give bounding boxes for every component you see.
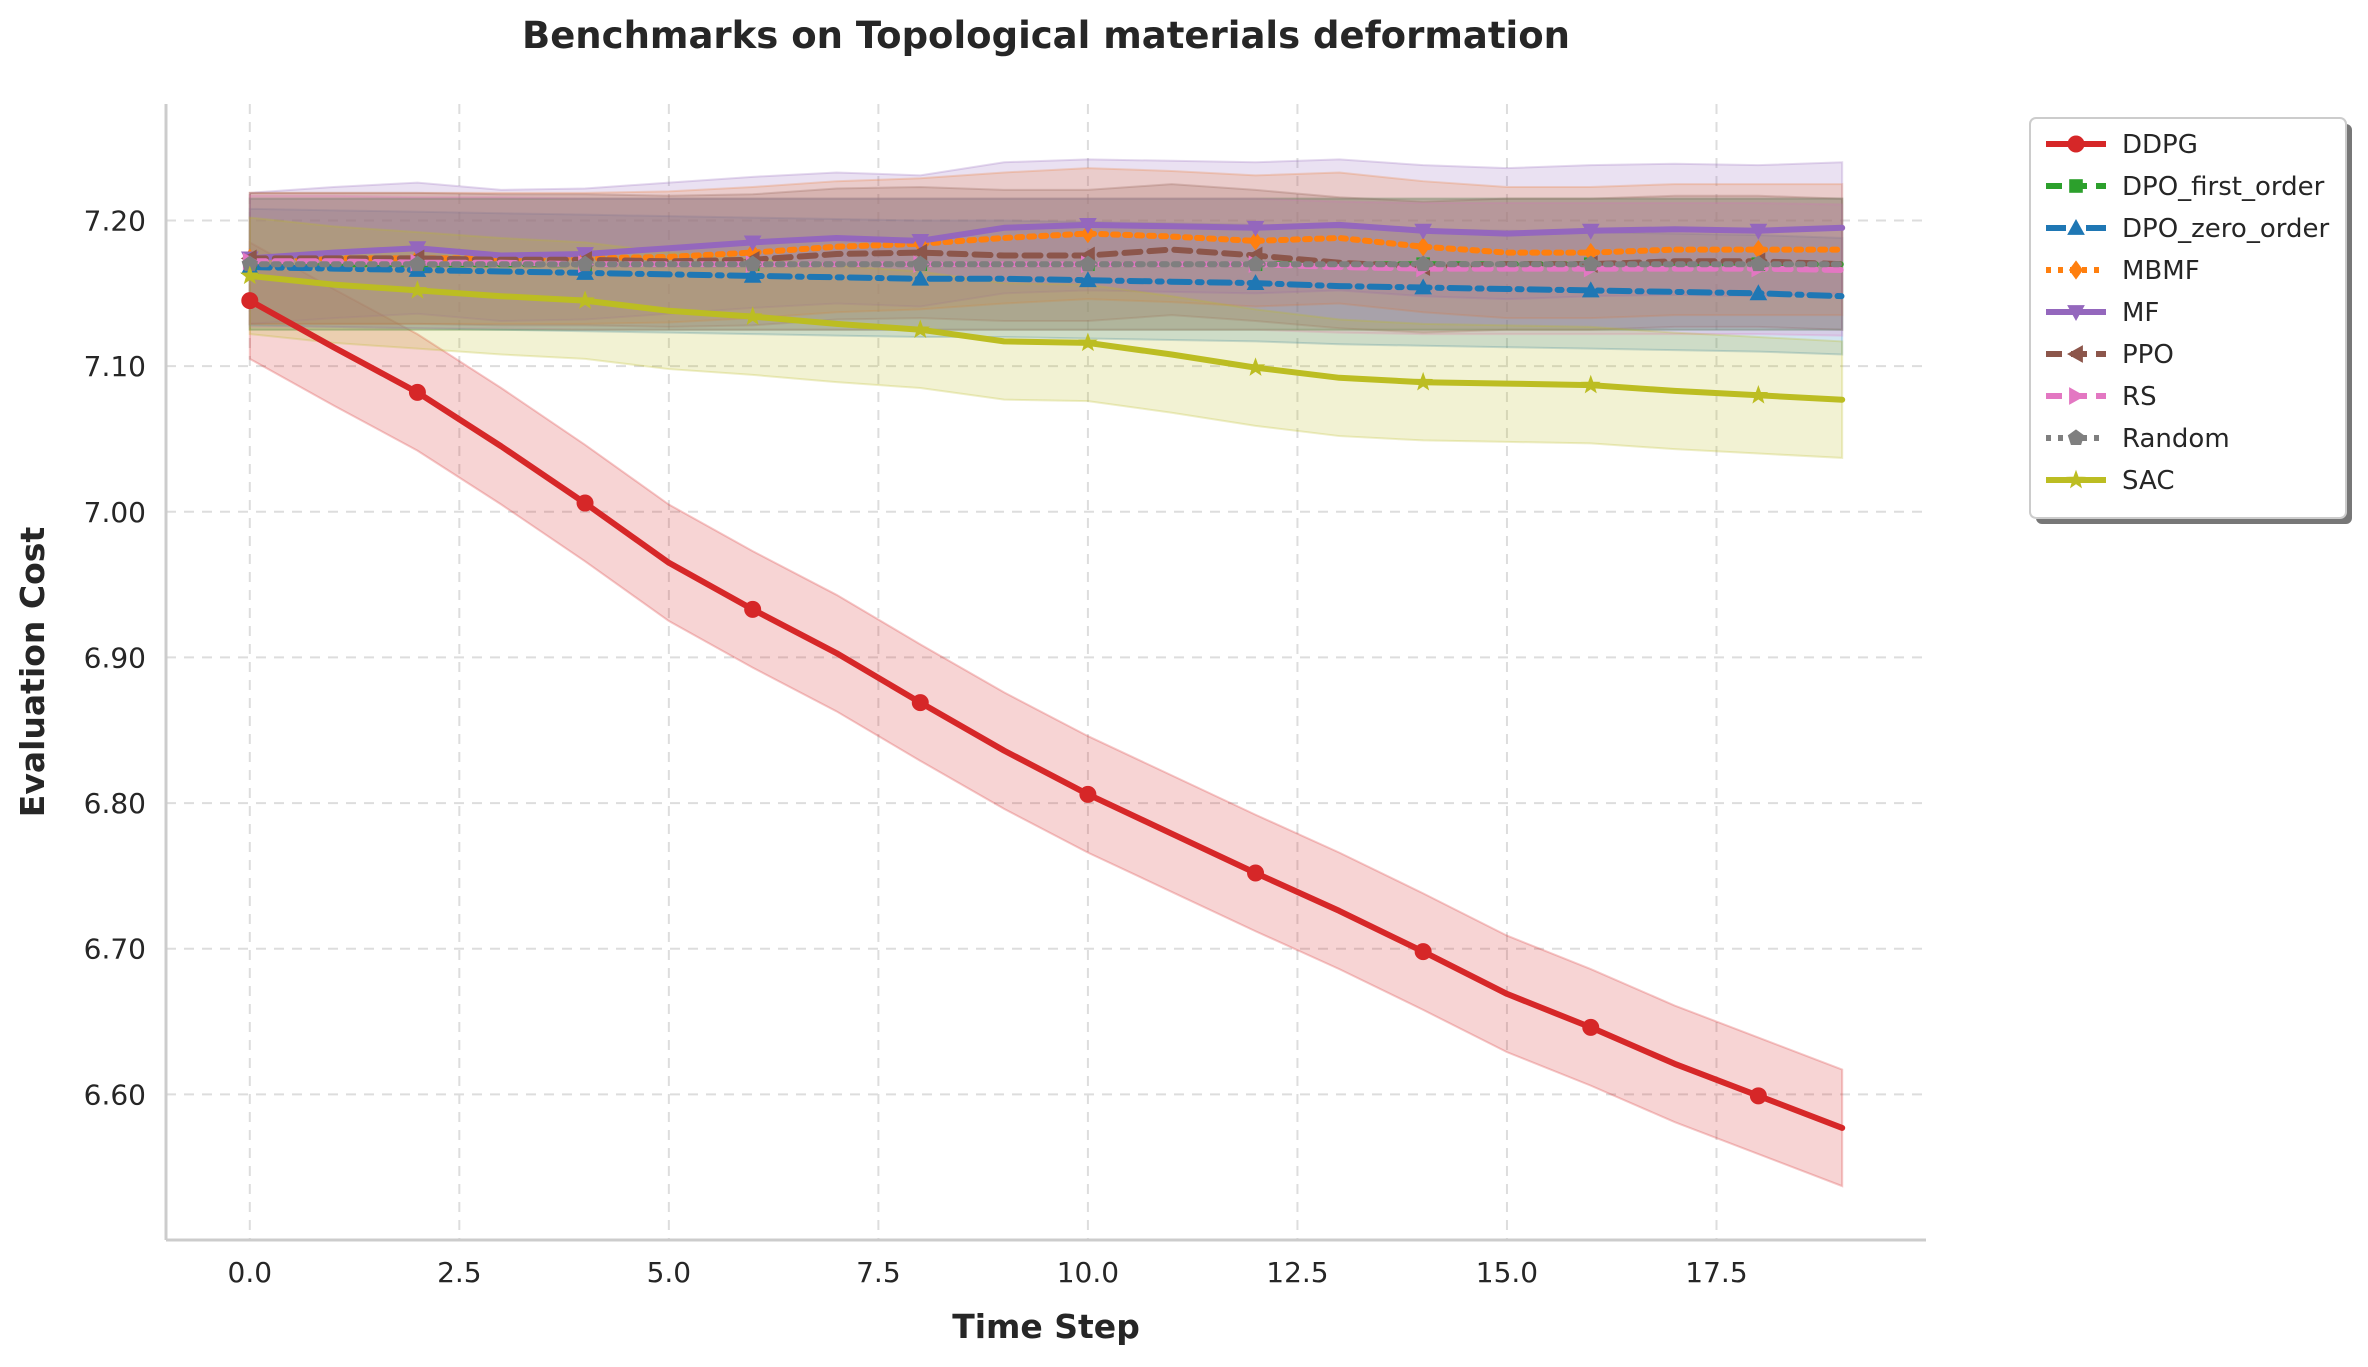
- legend-marker-mbmf: [2068, 260, 2084, 280]
- series-line-mf: [246, 221, 1846, 262]
- data-point-mf: [408, 241, 427, 258]
- data-point-ddpg: [1749, 1087, 1767, 1105]
- legend: DDPG DPO_first_order DPO_zero_order MBMF MF P…: [2029, 117, 2352, 524]
- legend-label-dpo-zero-order: DPO_zero_order: [2122, 214, 2329, 244]
- data-point-ddpg: [408, 383, 426, 401]
- legend-label-mf: MF: [2122, 298, 2159, 328]
- y-tick-label: 6.70: [84, 933, 146, 966]
- data-point-ddpg: [1582, 1018, 1600, 1036]
- chart-title: Benchmarks on Topological materials defo…: [522, 14, 1570, 57]
- data-point-ddpg: [1079, 785, 1097, 803]
- data-point-mf: [1414, 223, 1432, 240]
- data-point-ddpg: [911, 694, 929, 712]
- data-point-mf: [1079, 217, 1097, 234]
- legend-label-mbmf: MBMF: [2122, 256, 2200, 286]
- data-point-mf: [743, 235, 762, 252]
- data-point-mf: [911, 234, 930, 250]
- data-point-mbmf: [1416, 237, 1431, 257]
- legend-marker-rs: [2069, 387, 2086, 405]
- data-point-dpo-zero-order: [911, 269, 930, 286]
- series-line-dpo-zero-order: [246, 264, 1846, 300]
- axes: 0.0 2.5 5.0 7.5 10.0 12.5 15.0 17.5 6.60 6.70 6.80…: [84, 104, 1926, 1289]
- series-markers: [240, 217, 1769, 1105]
- data-point-dpo-zero-order: [576, 263, 594, 280]
- data-point-dpo-zero-order: [743, 266, 762, 283]
- data-point-mf: [1749, 223, 1768, 240]
- y-tick-label: 7.00: [84, 496, 146, 529]
- data-point-sac: [575, 290, 595, 309]
- data-point-sac: [742, 306, 763, 325]
- data-point-sac: [240, 265, 260, 285]
- data-point-dpo-zero-order: [1246, 274, 1265, 291]
- x-tick-label: 2.5: [437, 1256, 482, 1289]
- band-ddpg: [248, 240, 1844, 1188]
- y-tick-label: 7.10: [84, 350, 146, 383]
- x-tick-label: 17.5: [1685, 1256, 1747, 1289]
- data-point-random: [1079, 255, 1097, 272]
- legend-label-random: Random: [2122, 424, 2230, 454]
- data-point-random: [1750, 255, 1767, 272]
- x-tick-label: 7.5: [856, 1256, 901, 1289]
- data-point-ddpg: [241, 292, 259, 310]
- y-tick-label: 6.80: [84, 787, 146, 820]
- data-point-random: [1414, 255, 1432, 272]
- data-point-random: [744, 255, 761, 272]
- data-point-random: [912, 255, 929, 272]
- data-point-sac: [1413, 371, 1433, 391]
- data-point-ddpg: [1414, 943, 1432, 961]
- data-point-random: [576, 255, 594, 272]
- data-point-random: [409, 255, 426, 272]
- data-point-sac: [1078, 332, 1098, 352]
- x-tick-label: 5.0: [647, 1256, 692, 1289]
- data-point-random: [1247, 255, 1264, 272]
- legend-marker-ppo: [2066, 345, 2083, 363]
- data-point-sac: [910, 319, 931, 339]
- legend-marker-sac: [2066, 469, 2086, 489]
- data-point-ddpg: [576, 494, 594, 512]
- x-tick-label: 15.0: [1476, 1256, 1538, 1289]
- data-point-dpo-zero-order: [1749, 284, 1768, 301]
- legend-label-ddpg: DDPG: [2122, 130, 2198, 160]
- y-tick-label: 6.90: [84, 641, 146, 674]
- series-line-ddpg: [246, 297, 1846, 1131]
- data-point-mf: [1581, 223, 1600, 240]
- band-mbmf: [248, 167, 1844, 325]
- data-point-mbmf: [1248, 231, 1263, 251]
- data-point-sac: [1245, 357, 1266, 376]
- legend-marker-dpo-first-order: [2069, 179, 2083, 193]
- x-axis-title: Time Step: [952, 1307, 1140, 1346]
- data-point-mf: [1246, 220, 1265, 237]
- legend-marker-mf: [2067, 305, 2085, 322]
- y-tick-label: 6.60: [84, 1078, 146, 1111]
- x-tick-label: 0.0: [228, 1256, 273, 1289]
- x-tick-label: 12.5: [1266, 1256, 1328, 1289]
- y-axis-title: Evaluation Cost: [13, 527, 52, 818]
- legend-marker-random: [2067, 429, 2085, 445]
- legend-label-rs: RS: [2122, 382, 2157, 412]
- x-tick-label: 10.0: [1057, 1256, 1119, 1289]
- data-point-dpo-zero-order: [1414, 278, 1432, 295]
- y-tick-label: 7.20: [84, 205, 146, 238]
- grid-layer: [166, 104, 1926, 1240]
- legend-box: [2029, 117, 2347, 519]
- data-point-dpo-zero-order: [1079, 271, 1097, 288]
- legend-label-sac: SAC: [2122, 466, 2174, 496]
- data-point-dpo-zero-order: [1581, 281, 1600, 298]
- data-point-sac: [407, 280, 428, 299]
- data-point-random: [1582, 255, 1599, 272]
- data-point-sac: [1580, 374, 1601, 394]
- data-point-sac: [1748, 385, 1769, 404]
- legend-marker-dpo-zero-order: [2067, 218, 2085, 235]
- legend-label-dpo-first-order: DPO_first_order: [2122, 172, 2325, 202]
- series-line-sac: [246, 272, 1846, 403]
- band-dpo-zero-order: [248, 207, 1844, 356]
- data-point-ddpg: [744, 600, 762, 618]
- series-lines: [246, 221, 1846, 1131]
- band-ppo: [248, 183, 1844, 334]
- data-point-ddpg: [1247, 864, 1265, 882]
- legend-label-ppo: PPO: [2122, 340, 2174, 370]
- legend-marker-ddpg: [2067, 135, 2085, 153]
